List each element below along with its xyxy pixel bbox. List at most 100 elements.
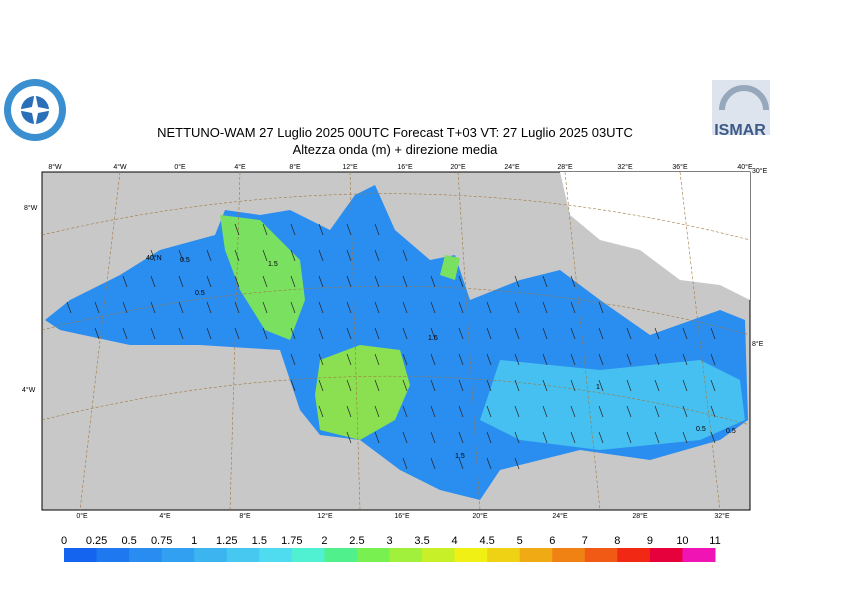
arrow (458, 353, 464, 366)
arrow (598, 327, 604, 340)
arrow (570, 379, 576, 392)
contour-label: 0.5 (195, 290, 205, 297)
arrow (682, 431, 688, 444)
contour-label: 0.5 (696, 426, 706, 433)
arrow (514, 405, 520, 418)
colorbar-swatch (552, 548, 586, 562)
arrow (290, 379, 296, 392)
colorbar-label: 0 (61, 535, 67, 547)
colorbar-swatch (682, 548, 716, 562)
arrow (178, 275, 184, 288)
arrow (710, 405, 716, 418)
colorbar-swatch (617, 548, 651, 562)
arrow (290, 301, 296, 314)
arrow (262, 301, 268, 314)
colorbar-label: 11 (709, 535, 720, 547)
arrow (206, 275, 212, 288)
colorbar-swatch (259, 548, 293, 562)
colorbar-swatch (584, 548, 618, 562)
colorbar-label: 8 (614, 535, 620, 547)
arrow (598, 431, 604, 444)
arrow (542, 275, 548, 288)
arrow (122, 327, 128, 340)
arrow (290, 327, 296, 340)
arrow (654, 327, 660, 340)
lon-label: 8°E (239, 512, 251, 520)
arrow (710, 379, 716, 392)
arrow (570, 431, 576, 444)
arrow (318, 223, 324, 236)
lat-label: 8°E (752, 340, 764, 348)
colorbar-swatch (487, 548, 521, 562)
arrow (514, 353, 520, 366)
arrow (346, 301, 352, 314)
arrow (458, 327, 464, 340)
arrow (430, 327, 436, 340)
arrow (514, 457, 520, 470)
lon-label: 8°E (289, 163, 301, 171)
arrow (486, 431, 492, 444)
colorbar-swatch (389, 548, 423, 562)
map-labels: 8°W 4°W 0°E 4°E 8°E 12°E 16°E 20°E 24°E 28°E 32°E 3… (22, 163, 768, 520)
arrow (402, 249, 408, 262)
arrow (430, 405, 436, 418)
logo-right: ISMAR (712, 80, 770, 139)
arrow (458, 379, 464, 392)
arrow (262, 249, 268, 262)
arrow (514, 431, 520, 444)
arrow (486, 457, 492, 470)
arrow (346, 327, 352, 340)
arrow (542, 353, 548, 366)
arrow (430, 431, 436, 444)
arrow (234, 223, 240, 236)
arrow (346, 353, 352, 366)
arrow (318, 327, 324, 340)
arrow (514, 327, 520, 340)
arrow (626, 431, 632, 444)
arrow (458, 275, 464, 288)
arrow (486, 379, 492, 392)
arrow (290, 223, 296, 236)
arrow (318, 405, 324, 418)
title: NETTUNO-WAM 27 Luglio 2025 00UTC Forecas… (157, 125, 633, 140)
arrow (430, 275, 436, 288)
arrow (542, 379, 548, 392)
arrow (150, 275, 156, 288)
colorbar-swatch (356, 548, 390, 562)
arrow (682, 379, 688, 392)
lon-label: 24°E (552, 512, 568, 520)
lon-label: 32°E (617, 163, 633, 171)
arrow (598, 301, 604, 314)
contour-label: 1 (596, 384, 600, 391)
arrow (178, 301, 184, 314)
colorbar-label: 0.75 (151, 535, 172, 547)
arrow (150, 301, 156, 314)
colorbar-label: 2.5 (349, 535, 364, 547)
arrow (402, 457, 408, 470)
colorbar-label: 5 (517, 535, 523, 547)
colorbar-label: 4 (452, 535, 458, 547)
arrow (654, 353, 660, 366)
arrow (122, 275, 128, 288)
arrow (626, 379, 632, 392)
arrow (346, 249, 352, 262)
lat-label: 40°N (146, 254, 162, 262)
colorbar-swatch (161, 548, 195, 562)
lat-label: 4°W (22, 386, 36, 394)
arrow (290, 275, 296, 288)
direction-arrows (66, 223, 716, 470)
arrow (542, 301, 548, 314)
arrow (346, 431, 352, 444)
lon-label: 20°E (450, 163, 466, 171)
contour-label: 0.5 (726, 428, 736, 435)
arrow (458, 301, 464, 314)
lon-label: 32°E (714, 512, 730, 520)
colorbar-label: 10 (676, 535, 688, 547)
arrow (570, 327, 576, 340)
arrow (514, 379, 520, 392)
lon-label: 24°E (504, 163, 520, 171)
arrow (570, 301, 576, 314)
colorbar-swatch (324, 548, 358, 562)
arrow (430, 353, 436, 366)
